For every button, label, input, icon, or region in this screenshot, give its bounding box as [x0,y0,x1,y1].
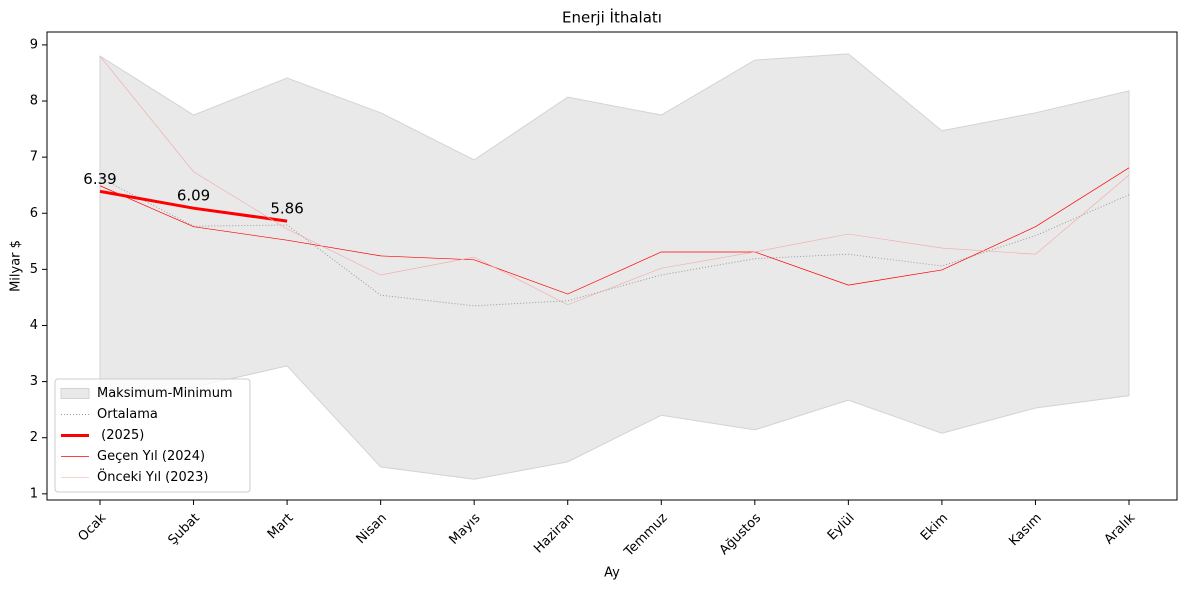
y-tick-label: 4 [30,318,38,333]
plot-frame [46,31,1178,501]
x-tick-label: Ağustos [717,511,765,559]
legend-label: Ortalama [97,407,158,422]
series-line [99,189,288,223]
legend-label: Maksimum-Minimum [97,386,233,401]
y-tick-label: 3 [30,374,38,389]
range-band [99,53,1130,480]
x-tick-label: Haziran [531,511,577,557]
legend: Maksimum-Minimum Ortalama (2025) Geçen Yıl… [54,378,251,493]
x-tick-label: Ocak [75,510,109,544]
legend-swatch [60,388,90,399]
x-tick-label: Ekim [918,511,951,544]
legend-label: (2025) [97,428,144,443]
x-tick-label: Mayıs [447,511,484,548]
y-axis-label: Milyar $ [9,240,24,292]
x-axis-label: Ay [604,566,620,581]
legend-box [54,378,251,493]
y-tick-label: 8 [30,94,38,109]
x-tick-label: Aralık [1102,510,1139,547]
x-tick-label: Nisan [354,511,390,547]
y-tick-label: 9 [30,37,38,52]
legend-label: Önceki Yıl (2023) [97,468,208,485]
legend-label: Geçen Yıl (2024) [97,449,205,464]
x-tick-label: Temmuz [621,511,671,561]
x-tick-label: Şubat [166,511,203,548]
series-line [99,55,1130,306]
x-tick-label: Mart [265,511,297,543]
y-tick-label: 5 [30,262,38,277]
y-tick-label: 2 [30,430,38,445]
y-tick-label: 6 [30,206,38,221]
chart-title: Enerji İthalatı [562,8,662,27]
value-label: 5.86 [270,200,303,218]
series-line [99,167,1130,295]
value-label: 6.39 [83,170,116,188]
series-line [99,177,1130,307]
x-tick-label: Eylül [825,511,858,544]
x-tick-label: Kasım [1006,511,1044,549]
value-label: 6.09 [177,187,210,205]
y-tick-label: 7 [30,150,38,165]
y-tick-label: 1 [30,486,38,501]
